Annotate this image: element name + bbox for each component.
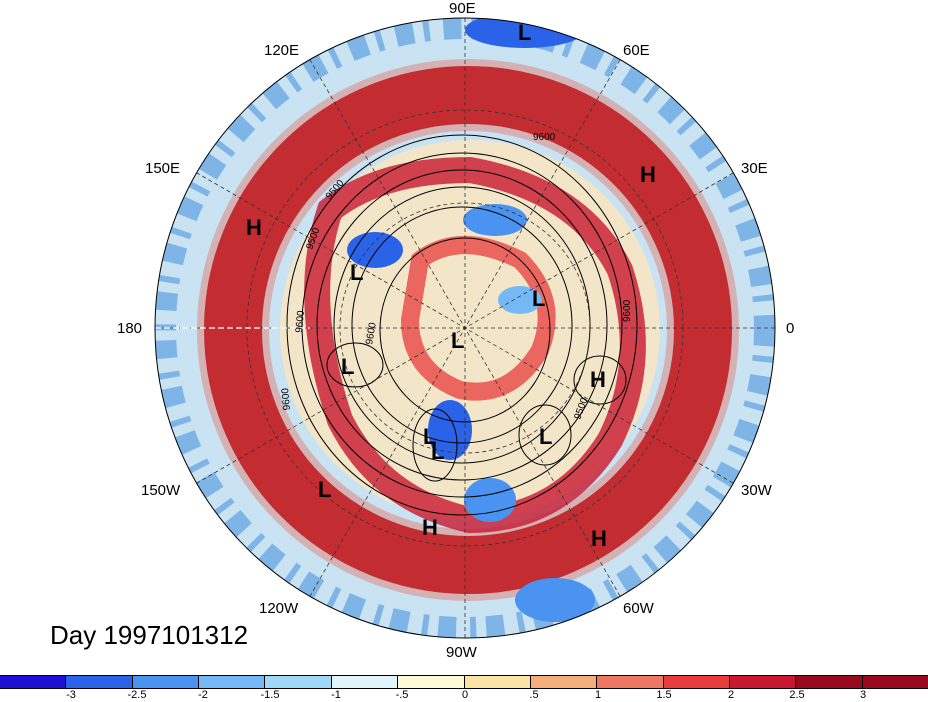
geopotential-contour (412, 408, 458, 482)
longitude-label-90e: 90E (449, 0, 476, 17)
colorbar-swatch (132, 676, 200, 688)
colorbar-tick-label: .5 (529, 689, 539, 701)
longitude-label-120w: 120W (259, 600, 299, 617)
colorbar-tick-label: 2 (727, 689, 735, 701)
geopotential-contour (351, 206, 573, 444)
colorbar-swatch (663, 676, 730, 688)
colorbar-tick-label: 2.5 (789, 689, 805, 701)
longitude-label-60w: 60W (623, 600, 654, 617)
longitude-label-30w: 30W (741, 482, 772, 499)
geopotential-contour (573, 355, 627, 405)
colorbar-swatch (398, 676, 465, 688)
pressure-system-marker: H (422, 515, 438, 540)
colorbar-tick-label: -.5 (395, 689, 409, 701)
colorbar-tick-label: 3 (859, 689, 867, 701)
longitude-label-90w: 90W (446, 644, 477, 661)
colorbar-tick-label: 1 (594, 689, 602, 701)
colorbar-swatch (199, 676, 266, 688)
polar-stereographic-map: L H H L L L L H L L L L H H 9600 9500 95… (154, 17, 776, 639)
colorbar-tick-label: -2.5 (127, 689, 147, 701)
longitude-label-0: 0 (786, 320, 795, 337)
anomaly-blue-patch (463, 204, 527, 236)
colorbar-tick-label: 0 (461, 689, 469, 701)
colorbar (0, 675, 928, 689)
colorbar-tick-label: -1 (331, 689, 341, 701)
colorbar-swatch (66, 676, 133, 688)
colorbar-swatch (0, 676, 67, 688)
anomaly-blue-patch (498, 286, 542, 314)
colorbar-tick-label: -1.5 (260, 689, 280, 701)
colorbar-swatch (796, 676, 863, 688)
contour-label: 9600 (294, 310, 307, 334)
longitude-label-150e: 150E (145, 160, 181, 177)
contour-label: 9600 (364, 321, 379, 345)
pressure-system-marker: L (451, 328, 464, 353)
map-boundary (154, 17, 776, 639)
anomaly-blue-patch (464, 478, 516, 522)
anomaly-blue-patch (515, 578, 595, 622)
pressure-system-marker: L (423, 424, 436, 449)
geopotential-contour (316, 169, 608, 481)
colorbar-swatch (464, 676, 531, 688)
geopotential-contour (518, 404, 572, 466)
anomaly-inner-red-filament-2 (400, 236, 556, 401)
pressure-system-marker: H (246, 215, 262, 240)
longitude-label-150w: 150W (141, 482, 181, 499)
pressure-system-marker: L (341, 354, 354, 379)
colorbar-tick-label: 1.5 (656, 689, 672, 701)
colorbar-swatch (729, 676, 797, 688)
colorbar-swatch (862, 676, 928, 688)
pressure-system-marker: H (591, 526, 607, 551)
pressure-system-marker: L (532, 286, 545, 311)
longitude-label-120e: 120E (264, 42, 300, 59)
geopotential-contour (301, 152, 623, 498)
colorbar-tick-label: -2 (198, 689, 208, 701)
longitude-label-30e: 30E (741, 160, 768, 177)
longitude-label-60e: 60E (623, 42, 650, 59)
pressure-system-marker: L (318, 477, 331, 502)
pressure-system-marker: L (431, 439, 444, 464)
pressure-system-marker: L (539, 424, 552, 449)
colorbar-swatch (265, 676, 332, 688)
pressure-system-marker: H (640, 162, 656, 187)
pressure-system-marker: H (590, 367, 606, 392)
colorbar-swatch (530, 676, 598, 688)
anomaly-red-band-edge (197, 59, 739, 601)
pressure-system-marker: L (350, 260, 363, 285)
anomaly-blue-patch (428, 400, 472, 460)
longitude-label-180: 180 (117, 320, 143, 337)
date-title: Day 1997101312 (50, 620, 249, 650)
geopotential-contour (286, 134, 638, 516)
anomaly-red-band (204, 66, 732, 594)
pressure-system-marker: L (518, 20, 531, 45)
contour-label: 9600 (280, 387, 293, 411)
contour-label: 9600 (533, 132, 556, 143)
colorbar-swatch (331, 676, 399, 688)
contour-label: 9600 (622, 299, 633, 322)
geopotential-contour (333, 186, 591, 464)
meridian-line (309, 59, 621, 597)
colorbar-tick-label: -3 (66, 689, 76, 701)
colorbar-swatch (597, 676, 664, 688)
